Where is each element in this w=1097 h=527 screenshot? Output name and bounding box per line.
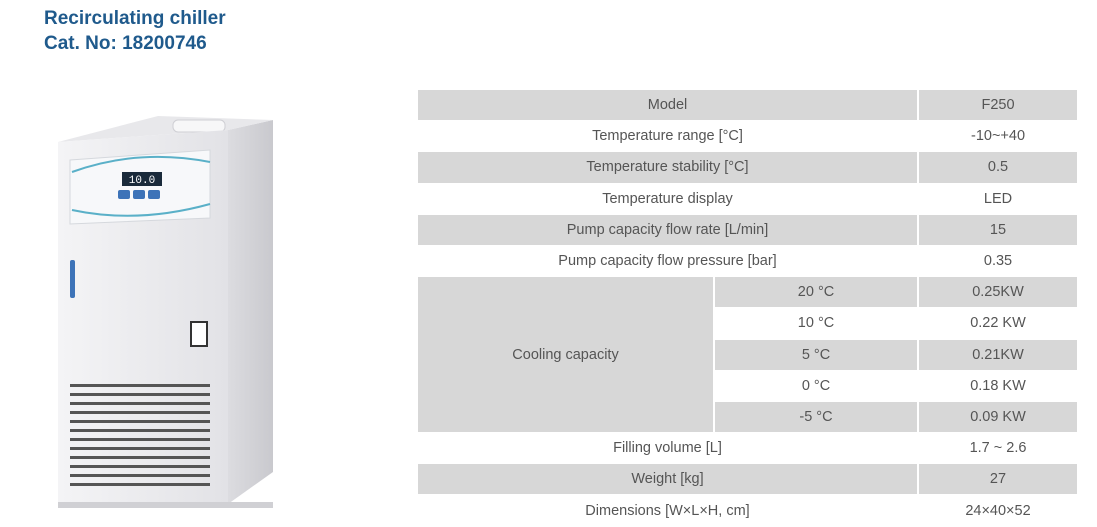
cooling-temp: 20 °C	[714, 276, 919, 309]
specification-table: Model F250 Temperature range [°C] -10~+4…	[418, 90, 1077, 527]
spec-value: 0.35	[918, 245, 1077, 278]
table-row: -5 °C 0.09 KW	[418, 401, 1077, 434]
cooling-capacity-label: Cooling capacity	[418, 276, 715, 434]
spec-value: 24×40×52	[918, 494, 1077, 527]
cooling-value: 0.22 KW	[918, 307, 1077, 340]
spec-value: F250	[918, 90, 1077, 122]
table-row: Filling volume [L] 1.7 ~ 2.6	[418, 432, 1077, 465]
table-row: Model F250	[418, 90, 1077, 122]
cooling-value: 0.25KW	[918, 276, 1077, 309]
cooling-temp: 5 °C	[714, 339, 919, 371]
table-row: Weight [kg] 27	[418, 463, 1077, 496]
vent-grille	[70, 384, 210, 486]
table-row: Pump capacity flow pressure [bar] 0.35	[418, 245, 1077, 278]
spec-label: Pump capacity flow rate [L/min]	[418, 214, 919, 246]
table-row: Temperature range [°C] -10~+40	[418, 120, 1077, 153]
display-reading: 10.0	[129, 175, 155, 187]
spec-label: Model	[418, 90, 919, 122]
spec-label: Weight [kg]	[418, 463, 919, 496]
cooling-temp: 10 °C	[714, 307, 919, 340]
table-row: Cooling capacity 20 °C 0.25KW	[418, 276, 1077, 434]
product-heading: Recirculating chiller Cat. No: 18200746	[44, 6, 226, 56]
spec-value: 15	[918, 214, 1077, 246]
cooling-temp: 0 °C	[714, 370, 919, 402]
spec-value: 0.5	[918, 151, 1077, 184]
table-row: Pump capacity flow rate [L/min] 15	[418, 214, 1077, 246]
table-row: Temperature stability [°C] 0.5	[418, 151, 1077, 184]
cooling-value: 0.18 KW	[918, 370, 1077, 402]
product-title: Recirculating chiller	[44, 8, 226, 29]
cooling-value: 0.09 KW	[918, 401, 1077, 434]
spec-value: LED	[918, 183, 1077, 215]
spec-label: Dimensions [W×L×H, cm]	[418, 494, 919, 527]
cooling-value: 0.21KW	[918, 339, 1077, 371]
spec-value: 1.7 ~ 2.6	[918, 432, 1077, 465]
table-row: 0 °C 0.18 KW	[418, 370, 1077, 402]
spec-label: Temperature range [°C]	[418, 120, 919, 153]
spec-label: Filling volume [L]	[418, 432, 919, 465]
table-row: Dimensions [W×L×H, cm] 24×40×52	[418, 494, 1077, 527]
spec-value: -10~+40	[918, 120, 1077, 153]
spec-label: Temperature display	[418, 183, 919, 215]
table-row: 5 °C 0.21KW	[418, 339, 1077, 371]
table-row: 10 °C 0.22 KW	[418, 307, 1077, 340]
table-row: Temperature display LED	[418, 183, 1077, 215]
spec-value: 27	[918, 463, 1077, 496]
cooling-temp: -5 °C	[714, 401, 919, 434]
spec-label: Pump capacity flow pressure [bar]	[418, 245, 919, 278]
spec-label: Temperature stability [°C]	[418, 151, 919, 184]
catalog-number: Cat. No: 18200746	[44, 33, 207, 54]
chiller-unit-illustration: 10.0	[58, 116, 273, 508]
